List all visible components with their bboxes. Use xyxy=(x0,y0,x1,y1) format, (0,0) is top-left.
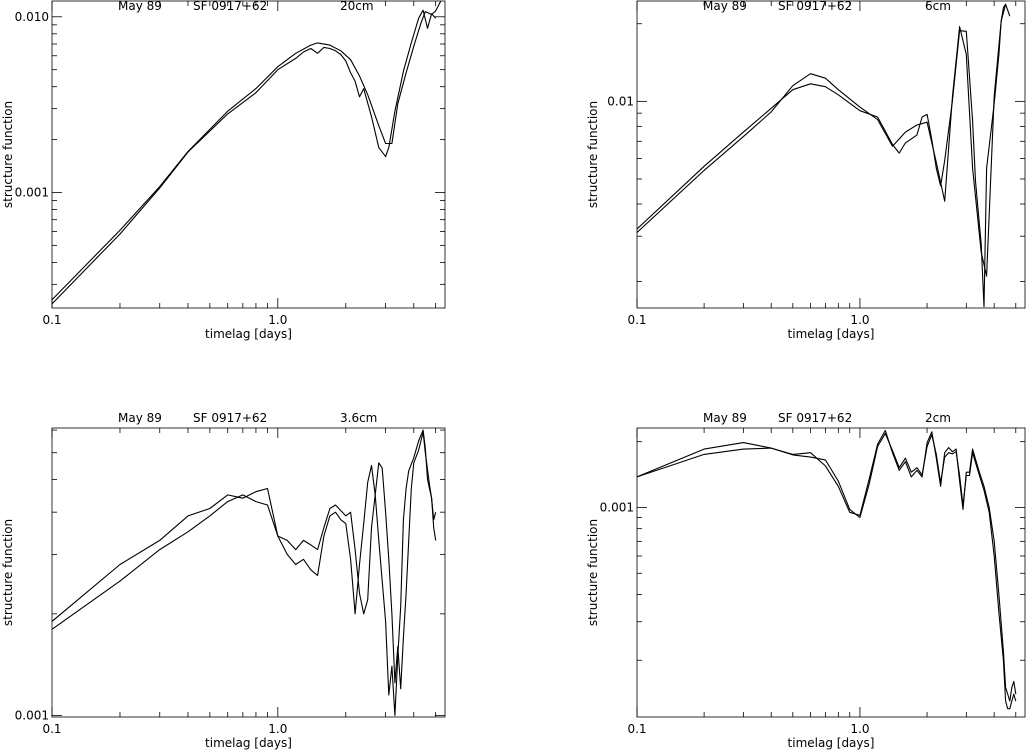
title-source: SF 0917+62 xyxy=(193,0,267,13)
x-tick-label: 1.0 xyxy=(268,722,287,736)
plot-frame xyxy=(636,0,1026,309)
plot-frame xyxy=(51,427,446,718)
series-line-2 xyxy=(52,9,437,305)
y-tick-label: 0.001 xyxy=(15,185,49,199)
y-axis-label: structure function xyxy=(586,519,600,626)
series-line-1 xyxy=(52,1,442,301)
y-tick-label: 0.01 xyxy=(607,94,634,108)
y-tick-label: 0.010 xyxy=(15,10,49,24)
y-axis-label: structure function xyxy=(1,101,15,208)
chart-panel-4: May 89 SF 0917+62 2cm timelag [days] structu… xyxy=(586,411,1026,750)
x-tick-label: 1.0 xyxy=(268,313,287,327)
x-tick-label: 0.1 xyxy=(42,722,61,736)
title-band: 6cm xyxy=(925,0,951,13)
x-axis-label: timelag [days] xyxy=(788,327,875,341)
y-tick-label: 0.001 xyxy=(15,709,49,723)
series-line-2 xyxy=(637,432,1017,710)
x-tick-label: 0.1 xyxy=(42,313,61,327)
x-axis-label: timelag [days] xyxy=(205,736,292,750)
y-tick-label: 0.001 xyxy=(600,500,634,514)
title-epoch: May 89 xyxy=(703,0,747,13)
x-tick-label: 1.0 xyxy=(850,313,869,327)
series-line-1 xyxy=(637,3,1011,277)
title-epoch: May 89 xyxy=(703,411,747,425)
x-axis-label: timelag [days] xyxy=(788,736,875,750)
plot-frame xyxy=(636,427,1026,718)
series-line-1 xyxy=(52,431,437,690)
title-band: 2cm xyxy=(925,411,951,425)
y-axis-label: structure function xyxy=(1,519,15,626)
title-source: SF 0917+62 xyxy=(778,0,852,13)
chart-panel-1: May 89 SF 0917+62 20cm timelag [days] struct… xyxy=(1,0,446,341)
x-tick-label: 1.0 xyxy=(850,722,869,736)
title-source: SF 0917+62 xyxy=(778,411,852,425)
y-axis-label: structure function xyxy=(586,101,600,208)
chart-panel-3: May 89 SF 0917+62 3.6cm timelag [days] struc… xyxy=(1,411,446,750)
x-tick-label: 0.1 xyxy=(627,313,646,327)
title-band: 20cm xyxy=(340,0,374,13)
plot-frame xyxy=(51,0,446,309)
x-axis-label: timelag [days] xyxy=(205,327,292,341)
series-line-2 xyxy=(637,3,1007,308)
title-band: 3.6cm xyxy=(340,411,377,425)
chart-panel-2: May 89 SF 0917+62 6cm timelag [days] structu… xyxy=(586,0,1026,341)
series-line-1 xyxy=(637,429,1017,702)
title-epoch: May 89 xyxy=(118,411,162,425)
title-source: SF 0917+62 xyxy=(193,411,267,425)
series-line-2 xyxy=(52,429,437,717)
x-tick-label: 0.1 xyxy=(627,722,646,736)
title-epoch: May 89 xyxy=(118,0,162,13)
